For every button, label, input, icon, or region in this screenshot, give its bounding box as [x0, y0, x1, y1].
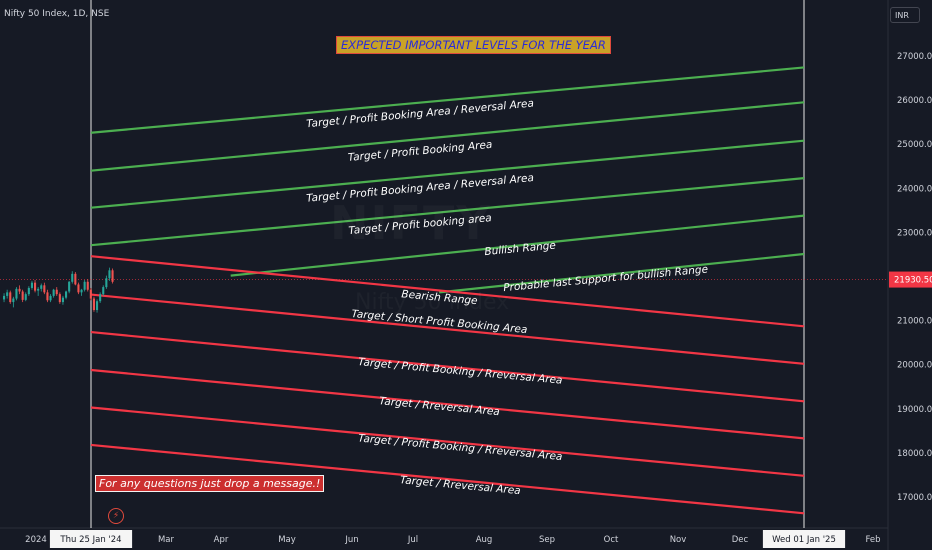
bearish-level-line-5	[90, 406, 805, 477]
candle-body	[68, 281, 71, 292]
candle-body	[102, 287, 105, 295]
time-tick-label: Thu 25 Jan '24	[59, 535, 121, 545]
candle-body	[86, 281, 89, 290]
candle-body	[58, 294, 61, 303]
bullish-level-line-5	[230, 214, 805, 277]
current-price-tag-bg	[889, 271, 932, 288]
level-annotation: Target / Profit Booking Area	[347, 139, 492, 164]
lightning-icon[interactable]: ⚡	[108, 508, 124, 524]
level-annotation: Target / Profit Booking / Rreversal Area	[358, 356, 563, 387]
candle-body	[65, 291, 68, 298]
price-tick-label: 17000.00	[897, 493, 932, 503]
price-tick-label: 26000.00	[897, 96, 932, 106]
date-highlight-bg	[762, 530, 846, 548]
candle-body	[34, 282, 37, 291]
time-tick-label: 2024	[25, 535, 47, 545]
candle-body	[30, 282, 33, 288]
time-tick-label: Oct	[604, 535, 619, 545]
candle-body	[105, 278, 108, 288]
price-tick-label: 23000.00	[897, 228, 932, 238]
bearish-level-line-3	[90, 330, 805, 403]
candle-body	[3, 295, 6, 300]
date-highlight-bg	[49, 530, 133, 548]
symbol-legend[interactable]: Nifty 50 Index, 1D, NSE	[4, 9, 110, 19]
candle-body	[49, 295, 52, 301]
candle-body	[52, 289, 55, 296]
currency-badge[interactable]: INR	[890, 7, 920, 23]
candle-body	[15, 288, 18, 299]
level-annotation: Bullish Range	[484, 240, 556, 258]
current-price-tag: 21930.50	[894, 276, 932, 286]
time-tick-label: Jun	[344, 535, 358, 545]
candle-body	[27, 287, 30, 295]
time-tick-label: Dec	[732, 535, 749, 545]
time-tick-label: Wed 01 Jan '25	[772, 535, 836, 545]
time-tick-label: Mar	[158, 535, 175, 545]
candle-body	[18, 288, 21, 292]
price-tick-label: 19000.00	[897, 405, 932, 415]
candle-body	[21, 291, 24, 300]
candle-body	[108, 270, 111, 279]
candle-body	[61, 297, 64, 303]
candle-body	[12, 298, 15, 303]
time-tick-label: Aug	[476, 535, 493, 545]
bearish-level-line-4	[90, 368, 805, 440]
level-annotation: Probable last Support for bullish Range	[503, 263, 709, 294]
bullish-level-line-2	[90, 101, 805, 172]
price-tick-label: 24000.00	[897, 184, 932, 194]
time-tick-label: Jul	[407, 535, 418, 545]
candle-body	[83, 281, 86, 290]
candle-body	[55, 289, 58, 295]
candle-body	[89, 289, 92, 299]
time-tick-label: Feb	[865, 535, 880, 545]
candle-body	[74, 273, 77, 285]
candle-body	[111, 270, 114, 282]
price-tick-label: 20000.00	[897, 361, 932, 371]
candle-body	[77, 284, 80, 293]
bearish-level-line-2	[90, 293, 805, 365]
price-tick-label: 18000.00	[897, 449, 932, 459]
price-tick-label: 27000.00	[897, 52, 932, 62]
bullish-level-line-3	[90, 139, 805, 209]
candle-body	[6, 292, 9, 296]
level-annotation: Target / Rreversal Area	[399, 474, 521, 497]
level-annotation: Target / Rreversal Area	[379, 395, 501, 418]
candle-body	[96, 301, 99, 311]
price-tick-label: 21000.00	[897, 317, 932, 327]
chart-title-banner: EXPECTED IMPORTANT LEVELS FOR THE YEAR	[336, 36, 611, 54]
candle-body	[99, 294, 102, 302]
bullish-level-line-1	[90, 66, 805, 134]
watermark-symbol: NIFTY	[330, 196, 492, 250]
bearish-level-line-1	[90, 255, 805, 328]
time-tick-label: May	[278, 535, 296, 545]
candle-body	[46, 292, 49, 301]
price-tick-label: 25000.00	[897, 140, 932, 150]
bullish-level-line-6	[439, 252, 805, 294]
bullish-level-line-4	[90, 177, 805, 247]
watermark-name: Nifty 50 Index	[355, 290, 509, 315]
candle-body	[80, 289, 83, 293]
candle-body	[40, 285, 43, 289]
candle-body	[37, 288, 40, 291]
time-tick-label: Nov	[670, 535, 687, 545]
time-tick-label: Sep	[539, 535, 555, 545]
bearish-level-line-6	[90, 443, 805, 515]
candle-body	[9, 292, 12, 303]
candle-body	[24, 294, 27, 300]
candle-body	[71, 273, 74, 282]
message-note: For any questions just drop a message.!	[95, 475, 325, 492]
candle-body	[92, 298, 95, 311]
level-annotation: Target / Profit Booking / Rreversal Area	[358, 432, 563, 463]
candle-body	[43, 285, 46, 293]
time-tick-label: Apr	[214, 535, 229, 545]
